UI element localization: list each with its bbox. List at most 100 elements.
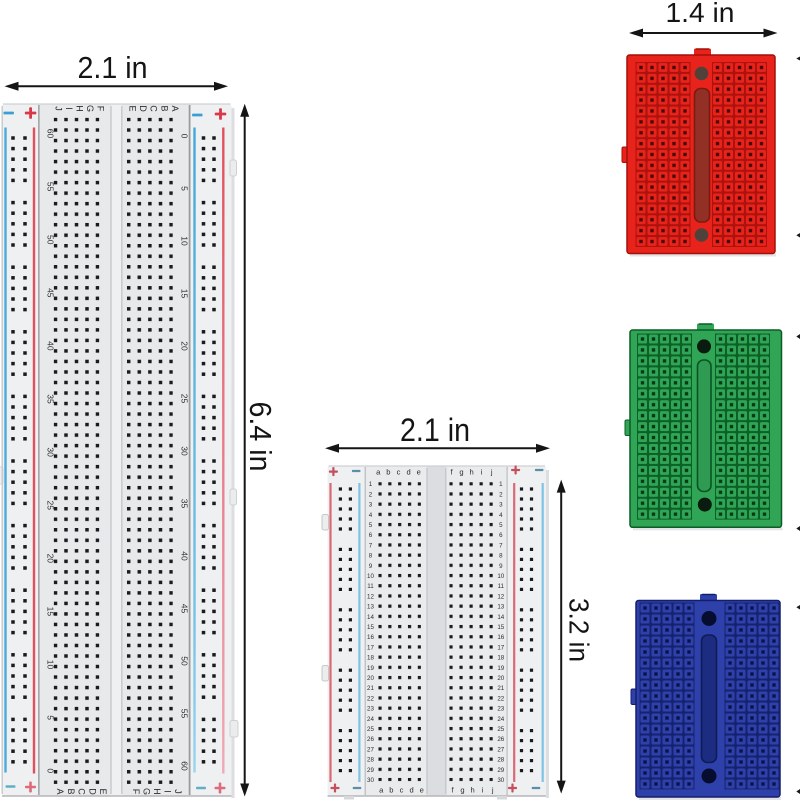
svg-text:28: 28 bbox=[497, 757, 504, 764]
svg-text:10: 10 bbox=[367, 573, 374, 580]
svg-text:i: i bbox=[481, 468, 483, 477]
svg-text:7: 7 bbox=[499, 542, 503, 549]
svg-text:13: 13 bbox=[497, 604, 504, 611]
svg-text:17: 17 bbox=[367, 644, 374, 651]
svg-text:G: G bbox=[85, 105, 95, 112]
svg-text:22: 22 bbox=[367, 695, 374, 702]
svg-text:h: h bbox=[470, 786, 474, 795]
svg-text:20: 20 bbox=[46, 554, 56, 564]
svg-text:10: 10 bbox=[180, 236, 190, 246]
svg-text:0: 0 bbox=[46, 768, 56, 773]
svg-text:E: E bbox=[98, 788, 108, 794]
svg-text:c: c bbox=[397, 468, 401, 477]
svg-text:C: C bbox=[77, 788, 87, 795]
svg-text:12: 12 bbox=[497, 593, 504, 600]
svg-text:21: 21 bbox=[367, 685, 374, 692]
svg-text:g: g bbox=[460, 786, 464, 795]
svg-text:2.1 in: 2.1 in bbox=[400, 412, 470, 448]
svg-text:45: 45 bbox=[46, 288, 56, 298]
svg-text:19: 19 bbox=[367, 665, 374, 672]
svg-text:d: d bbox=[410, 786, 414, 795]
svg-text:A: A bbox=[55, 788, 65, 794]
svg-text:6.4 in: 6.4 in bbox=[243, 402, 278, 472]
svg-text:D: D bbox=[87, 788, 97, 795]
svg-text:C: C bbox=[149, 105, 159, 112]
svg-text:0: 0 bbox=[180, 134, 190, 139]
svg-text:55: 55 bbox=[46, 182, 56, 192]
svg-text:g: g bbox=[459, 468, 463, 477]
svg-text:J: J bbox=[173, 789, 183, 794]
svg-text:30: 30 bbox=[497, 777, 504, 784]
svg-text:J: J bbox=[54, 106, 64, 111]
svg-text:5: 5 bbox=[180, 186, 190, 191]
svg-text:12: 12 bbox=[367, 593, 374, 600]
svg-text:24: 24 bbox=[367, 716, 374, 723]
svg-text:E: E bbox=[128, 105, 138, 111]
svg-text:4: 4 bbox=[499, 512, 503, 519]
svg-text:5: 5 bbox=[499, 522, 503, 529]
svg-text:i: i bbox=[482, 786, 484, 795]
svg-text:3: 3 bbox=[499, 502, 503, 509]
svg-text:15: 15 bbox=[46, 607, 56, 617]
svg-text:24: 24 bbox=[497, 716, 504, 723]
svg-text:21: 21 bbox=[497, 685, 504, 692]
svg-text:22: 22 bbox=[497, 695, 504, 702]
svg-text:3.2 in: 3.2 in bbox=[564, 598, 595, 662]
svg-text:50: 50 bbox=[46, 235, 56, 245]
svg-text:20: 20 bbox=[180, 341, 190, 351]
svg-text:28: 28 bbox=[367, 757, 374, 764]
svg-text:3: 3 bbox=[369, 502, 373, 509]
svg-text:2: 2 bbox=[499, 491, 503, 498]
svg-text:16: 16 bbox=[497, 634, 504, 641]
svg-text:25: 25 bbox=[367, 726, 374, 733]
svg-text:15: 15 bbox=[497, 624, 504, 631]
svg-text:f: f bbox=[450, 468, 453, 477]
svg-text:f: f bbox=[451, 786, 454, 795]
svg-text:30: 30 bbox=[367, 777, 374, 784]
svg-text:2: 2 bbox=[369, 491, 373, 498]
svg-text:55: 55 bbox=[180, 709, 190, 719]
svg-text:13: 13 bbox=[367, 604, 374, 611]
svg-text:14: 14 bbox=[367, 614, 374, 621]
svg-text:b: b bbox=[386, 468, 390, 477]
svg-text:18: 18 bbox=[497, 655, 504, 662]
svg-text:j: j bbox=[491, 786, 494, 795]
svg-text:30: 30 bbox=[46, 447, 56, 457]
svg-text:8: 8 bbox=[499, 553, 503, 560]
svg-text:23: 23 bbox=[497, 706, 504, 713]
svg-text:7: 7 bbox=[369, 542, 373, 549]
svg-text:h: h bbox=[469, 468, 473, 477]
svg-text:16: 16 bbox=[367, 634, 374, 641]
svg-text:4: 4 bbox=[369, 512, 373, 519]
svg-text:5: 5 bbox=[369, 522, 373, 529]
svg-text:35: 35 bbox=[180, 499, 190, 509]
svg-text:30: 30 bbox=[180, 446, 190, 456]
svg-text:d: d bbox=[407, 468, 411, 477]
svg-text:26: 26 bbox=[367, 736, 374, 743]
svg-text:10: 10 bbox=[46, 660, 56, 670]
svg-text:9: 9 bbox=[369, 563, 373, 570]
svg-text:60: 60 bbox=[46, 129, 56, 139]
svg-text:2.1 in: 2.1 in bbox=[78, 50, 148, 85]
svg-text:11: 11 bbox=[498, 583, 505, 590]
svg-text:23: 23 bbox=[367, 706, 374, 713]
svg-text:18: 18 bbox=[367, 655, 374, 662]
svg-text:a: a bbox=[379, 786, 384, 795]
svg-text:27: 27 bbox=[367, 746, 374, 753]
svg-text:H: H bbox=[152, 788, 162, 795]
svg-text:F: F bbox=[96, 106, 106, 112]
svg-text:29: 29 bbox=[497, 767, 504, 774]
svg-text:17: 17 bbox=[497, 644, 504, 651]
svg-text:F: F bbox=[131, 789, 141, 795]
svg-text:D: D bbox=[138, 105, 148, 112]
svg-text:19: 19 bbox=[497, 665, 504, 672]
svg-text:20: 20 bbox=[367, 675, 374, 682]
svg-text:25: 25 bbox=[180, 394, 190, 404]
svg-text:14: 14 bbox=[497, 614, 504, 621]
svg-text:I: I bbox=[64, 107, 74, 110]
svg-text:H: H bbox=[75, 105, 85, 112]
svg-text:5: 5 bbox=[46, 715, 56, 720]
svg-text:G: G bbox=[142, 788, 152, 795]
svg-text:29: 29 bbox=[367, 767, 374, 774]
svg-text:15: 15 bbox=[180, 289, 190, 299]
